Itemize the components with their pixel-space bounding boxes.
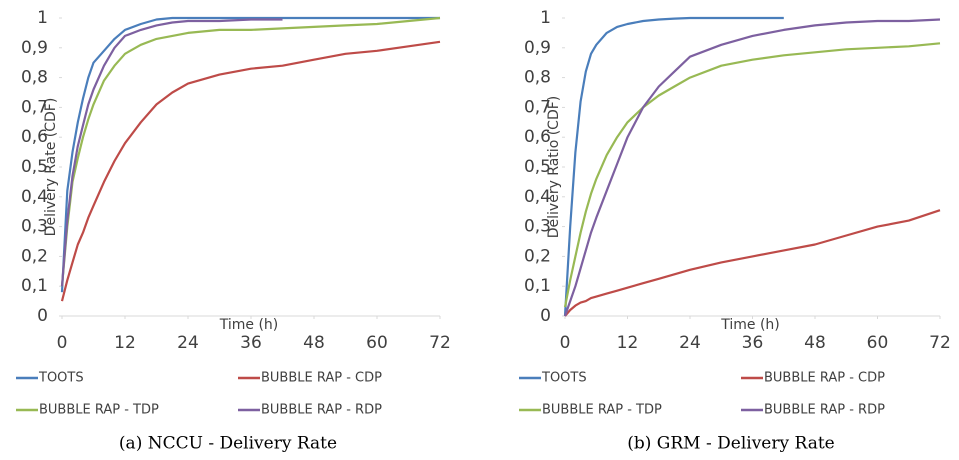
y-tick-label: 0,5 [524,157,551,177]
y-tick-label: 0,4 [524,187,551,207]
legend-label: BUBBLE RAP - RDP [261,403,382,418]
y-tick-label: 0,9 [524,38,551,58]
x-tick-label: 60 [366,333,388,353]
y-tick-label: 0,7 [21,97,48,117]
y-tick-label: 0,7 [524,97,551,117]
legend-label: BUBBLE RAP - CDP [261,371,382,386]
x-tick-label: 12 [617,333,639,353]
x-tick-label: 60 [867,333,889,353]
legend-label: BUBBLE RAP - TDP [39,403,159,418]
x-tick-label: 24 [679,333,701,353]
caption: (a) NCCU - Delivery Rate [119,434,337,454]
series-line [563,42,941,308]
x-tick-label: 72 [929,333,951,353]
legend-label: TOOTS [38,371,84,386]
x-tick-label: 36 [240,333,262,353]
series-line [564,209,941,317]
y-tick-label: 0,2 [524,246,551,266]
x-tick-label: 24 [177,333,199,353]
legend-label: BUBBLE RAP - TDP [542,403,662,418]
y-tick-label: 0,1 [524,276,551,296]
x-axis-label: Time (h) [720,317,780,333]
y-tick-label: 0,4 [21,187,48,207]
series-line [60,40,441,302]
y-tick-label: 0,8 [524,68,551,88]
series-line [563,18,941,317]
y-tick-label: 0,9 [21,38,48,58]
y-tick-label: 0 [540,306,551,326]
x-tick-label: 36 [742,333,764,353]
y-tick-label: 0,5 [21,157,48,177]
series-line [60,16,441,287]
y-tick-label: 0,6 [21,127,48,147]
x-tick-label: 48 [804,333,826,353]
x-tick-label: 12 [114,333,136,353]
y-tick-label: 1 [37,8,48,28]
y-tick-label: 1 [540,8,551,28]
x-axis-label: Time (h) [219,317,279,333]
series-line [60,16,440,293]
y-tick-label: 0,3 [21,217,48,237]
caption: (b) GRM - Delivery Rate [627,434,834,454]
legend-label: BUBBLE RAP - CDP [764,371,885,386]
y-tick-label: 0,3 [524,217,551,237]
y-tick-label: 0,6 [524,127,551,147]
series-line [563,16,784,317]
legend-label: TOOTS [541,371,587,386]
series-line [60,18,283,287]
y-tick-label: 0,1 [21,276,48,296]
y-axis-label: Delivery Ratio (CDF) [546,96,562,239]
y-tick-label: 0 [37,306,48,326]
legend-label: BUBBLE RAP - RDP [764,403,885,418]
x-tick-label: 48 [303,333,325,353]
x-tick-label: 72 [429,333,451,353]
x-tick-label: 0 [560,333,571,353]
y-tick-label: 0,2 [21,246,48,266]
y-tick-label: 0,8 [21,68,48,88]
x-tick-label: 0 [57,333,68,353]
y-axis-label: Delivery Rate (CDF) [43,98,59,237]
